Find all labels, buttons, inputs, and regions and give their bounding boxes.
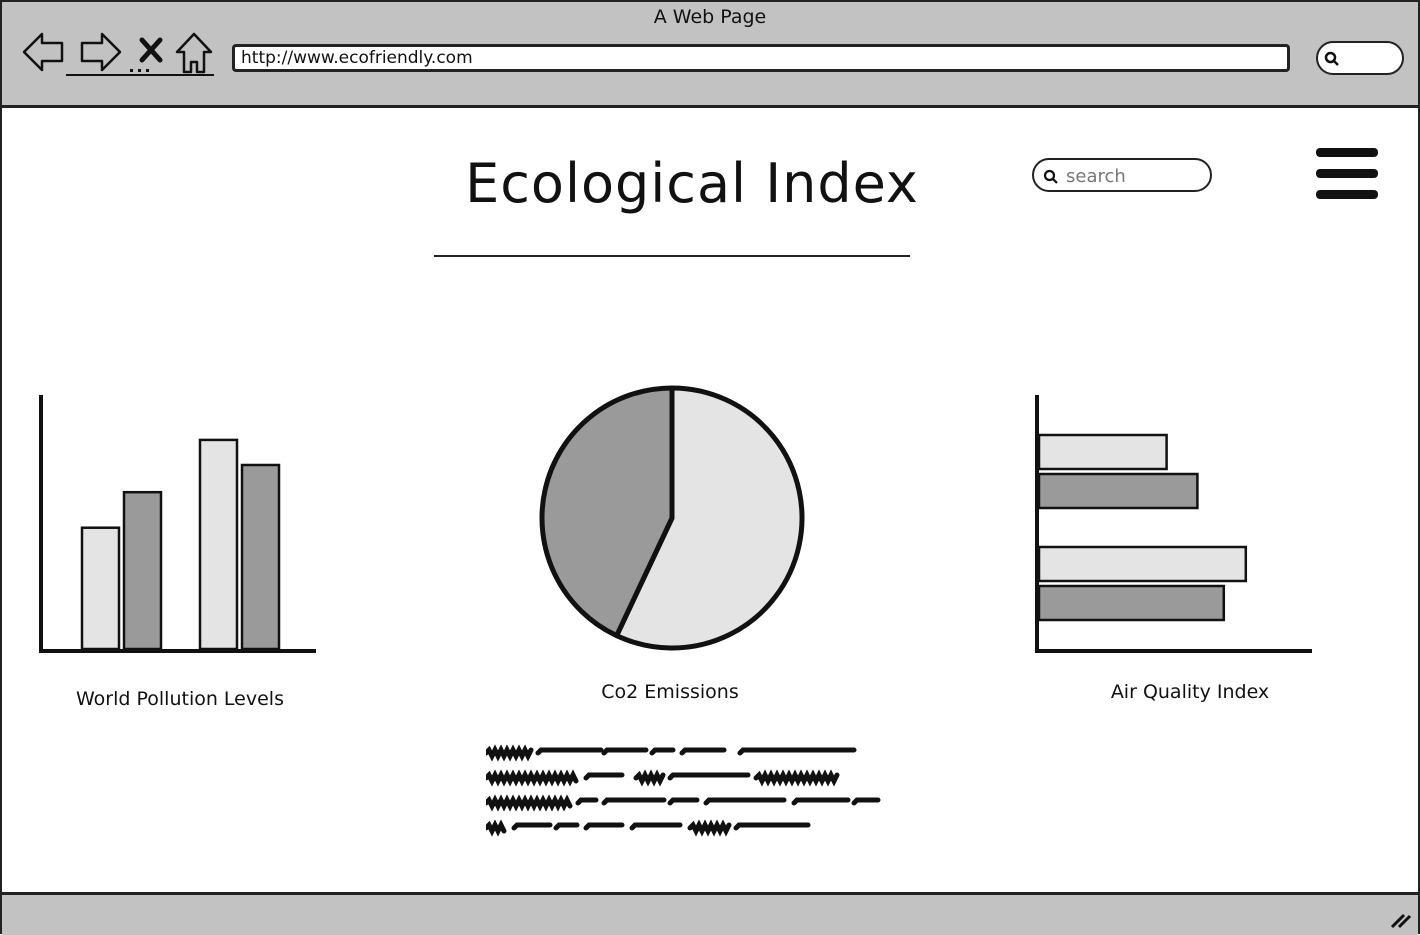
scribble-word xyxy=(575,797,599,806)
bar xyxy=(80,526,121,651)
bar xyxy=(1037,584,1226,622)
scribble-word xyxy=(601,747,649,756)
page-title: Ecological Index xyxy=(465,152,919,215)
bar xyxy=(1037,545,1248,583)
stop-icon[interactable] xyxy=(139,37,163,63)
scribble-word xyxy=(601,797,667,806)
scribble-word xyxy=(486,769,579,787)
site-search-box[interactable] xyxy=(1032,158,1212,192)
chart-title: World Pollution Levels xyxy=(76,688,284,710)
scribble-word xyxy=(583,822,625,831)
hamburger-menu-icon[interactable] xyxy=(1316,148,1380,202)
air-quality-bar-chart xyxy=(1035,395,1312,653)
browser-toolbar: A Web Page http://www.eco xyxy=(2,2,1418,108)
scribble-word xyxy=(629,822,683,831)
bar xyxy=(198,438,239,651)
scribble-word xyxy=(667,772,751,781)
scribble-word xyxy=(535,747,604,756)
scribble-word xyxy=(703,797,787,806)
world-pollution-bar-chart xyxy=(39,395,316,653)
scribble-word xyxy=(679,747,727,756)
scribble-word xyxy=(851,797,881,806)
scribble-word xyxy=(633,769,666,787)
scribble-word xyxy=(583,772,625,781)
chart-title: Co2 Emissions xyxy=(601,681,739,703)
home-icon[interactable] xyxy=(175,32,213,74)
bar xyxy=(122,490,163,651)
scribble-word xyxy=(733,822,811,831)
scribble-word xyxy=(486,744,534,762)
scribble-word xyxy=(753,769,840,787)
browser-search-box[interactable] xyxy=(1316,41,1404,75)
scribble-word xyxy=(737,747,857,756)
bar xyxy=(1037,433,1168,471)
bar xyxy=(240,463,281,651)
scribble-word xyxy=(649,747,676,756)
browser-nav-icons xyxy=(22,30,218,80)
scribble-word xyxy=(667,797,700,806)
search-input[interactable] xyxy=(1064,164,1208,188)
window-title: A Web Page xyxy=(653,6,767,28)
address-bar[interactable]: http://www.ecofriendly.com xyxy=(232,44,1290,72)
resize-grip-icon[interactable] xyxy=(1388,911,1412,929)
search-icon xyxy=(1043,169,1058,184)
scribble-word xyxy=(486,794,573,812)
scribble-word xyxy=(791,797,851,806)
search-icon xyxy=(1324,51,1339,66)
scribble-word xyxy=(486,819,507,837)
scribble-word xyxy=(511,822,553,831)
pie-slice xyxy=(539,385,675,639)
co2-emissions-pie-chart xyxy=(539,385,805,651)
back-arrow-icon[interactable] xyxy=(22,32,64,72)
chart-title: Air Quality Index xyxy=(1110,681,1270,703)
scribble-word xyxy=(687,819,732,837)
pie-slice xyxy=(614,385,805,651)
placeholder-text-block xyxy=(486,744,881,837)
forward-arrow-icon[interactable] xyxy=(80,32,122,72)
browser-status-bar xyxy=(2,892,1418,935)
scribble-word xyxy=(553,822,580,831)
title-divider xyxy=(434,255,910,257)
bar xyxy=(1037,472,1199,510)
